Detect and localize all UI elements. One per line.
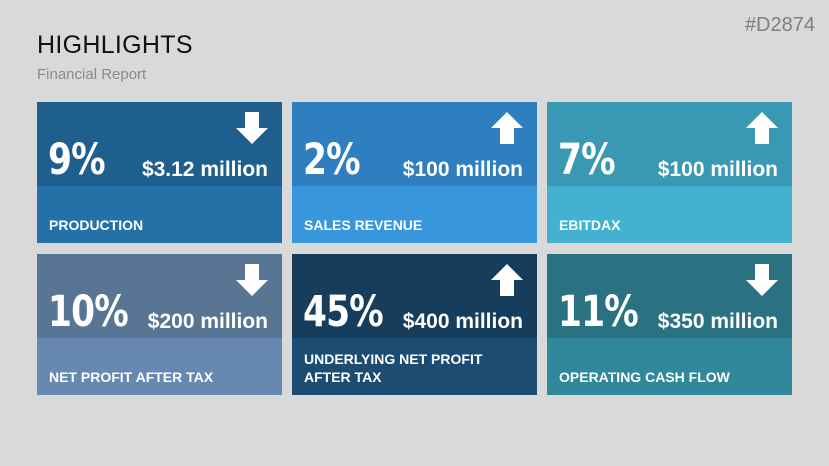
arrow-up-icon	[490, 263, 524, 297]
highlight-tile: 45% $400 million UNDERLYING NET PROFIT A…	[292, 254, 537, 395]
arrow-up-icon	[490, 111, 524, 145]
tile-label: OPERATING CASH FLOW	[559, 369, 730, 385]
arrow-up-icon	[745, 111, 779, 145]
arrow-down-icon	[235, 263, 269, 297]
tile-bottom	[37, 186, 282, 243]
tile-amount: $350 million	[657, 310, 778, 333]
arrow-down-icon	[745, 263, 779, 297]
tile-percent: 10%	[48, 287, 129, 337]
tile-amount: $100 million	[657, 158, 778, 181]
tile-label: SALES REVENUE	[304, 217, 423, 233]
tile-amount: $3.12 million	[141, 158, 268, 181]
tile-percent: 45%	[303, 287, 384, 337]
tile-amount: $400 million	[402, 310, 523, 333]
tile-amount: $200 million	[147, 310, 268, 333]
highlight-tile: 10% $200 million NET PROFIT AFTER TAX	[37, 254, 282, 395]
tile-bottom	[37, 338, 282, 395]
page-title: HIGHLIGHTS	[37, 31, 193, 59]
tile-label: EBITDAX	[559, 217, 621, 233]
tile-amount: $100 million	[402, 158, 523, 181]
highlight-tile: 11% $350 million OPERATING CASH FLOW	[547, 254, 792, 395]
highlight-tile: 2% $100 million SALES REVENUE	[292, 102, 537, 243]
tile-percent: 9%	[48, 135, 106, 185]
highlights-grid: 9% $3.12 million PRODUCTION 2% $100 mill…	[37, 102, 792, 395]
tile-bottom	[292, 338, 537, 395]
tile-bottom	[547, 186, 792, 243]
tile-top	[37, 254, 282, 338]
arrow-down-icon	[235, 111, 269, 145]
tile-top	[547, 102, 792, 186]
tile-percent: 7%	[558, 135, 616, 185]
tile-label: PRODUCTION	[49, 217, 144, 233]
tile-top	[292, 102, 537, 186]
tile-bottom	[547, 338, 792, 395]
highlight-tile: 9% $3.12 million PRODUCTION	[37, 102, 282, 243]
tile-label: UNDERLYING NET PROFIT AFTER TAX	[304, 351, 483, 385]
slide-id: #D2874	[744, 14, 815, 36]
tile-top	[292, 254, 537, 338]
tile-top	[547, 254, 792, 338]
highlight-tile: 7% $100 million EBITDAX	[547, 102, 792, 243]
tile-label: NET PROFIT AFTER TAX	[49, 369, 214, 385]
tile-bottom	[292, 186, 537, 243]
page-subtitle: Financial Report	[37, 66, 147, 83]
tile-top	[37, 102, 282, 186]
tile-percent: 11%	[558, 287, 639, 337]
tile-percent: 2%	[303, 135, 361, 185]
